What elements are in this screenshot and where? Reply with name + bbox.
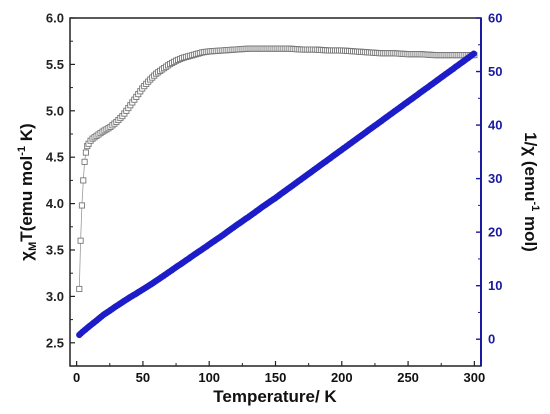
- x-tick-label: 250: [397, 370, 419, 385]
- x-tick-label: 100: [198, 370, 220, 385]
- x-tick-label: 50: [136, 370, 150, 385]
- y-left-tick-label: 4.5: [46, 150, 64, 165]
- chi-t-line: [78, 48, 475, 290]
- y-right-tick-label: 10: [488, 278, 502, 293]
- chi-t-point: [81, 158, 88, 165]
- y-left-tick-label: 4.0: [46, 196, 64, 211]
- y-left-tick-label: 5.5: [46, 57, 64, 72]
- chi-t-point: [78, 202, 85, 209]
- inverse-chi-series: [76, 50, 477, 339]
- x-tick-label: 300: [464, 370, 486, 385]
- y-left-tick-label: 2.5: [46, 335, 64, 350]
- x-tick-label: 200: [331, 370, 353, 385]
- x-tick-label: 0: [73, 370, 80, 385]
- y-right-tick-label: 50: [488, 64, 502, 79]
- y-right-tick-label: 0: [488, 332, 495, 347]
- y-right-tick-label: 30: [488, 171, 502, 186]
- plot-frame: [69, 17, 482, 367]
- left-axis-title: χMT(emu mol-1 K): [16, 123, 39, 260]
- chi-t-point: [77, 237, 84, 244]
- x-tick-label: 150: [265, 370, 287, 385]
- y-right-tick-label: 60: [488, 11, 502, 26]
- chi-t-point: [82, 149, 89, 156]
- y-left-tick-label: 5.0: [46, 103, 64, 118]
- chi-t-point: [76, 285, 83, 293]
- right-axis-ticks: 0 10 20 30 40 50 60: [476, 11, 502, 347]
- x-axis-title: Temperature/ K: [213, 387, 337, 406]
- y-left-tick-label: 3.0: [46, 289, 64, 304]
- left-axis-ticks: 2.5 3.0 3.5 4.0 4.5 5.0 5.5 6.0: [46, 11, 75, 350]
- x-axis-ticks: 0 50 100 150 200 250 300: [73, 361, 485, 385]
- chi-t-series: [76, 45, 478, 293]
- y-left-tick-label: 3.5: [46, 243, 64, 258]
- chi-t-point: [80, 177, 87, 184]
- y-right-tick-label: 40: [488, 118, 502, 133]
- right-axis-title: 1/χ (emu-1 mol): [521, 132, 541, 252]
- inverse-chi-point: [470, 50, 477, 57]
- y-right-tick-label: 20: [488, 225, 502, 240]
- y-left-tick-label: 6.0: [46, 11, 64, 26]
